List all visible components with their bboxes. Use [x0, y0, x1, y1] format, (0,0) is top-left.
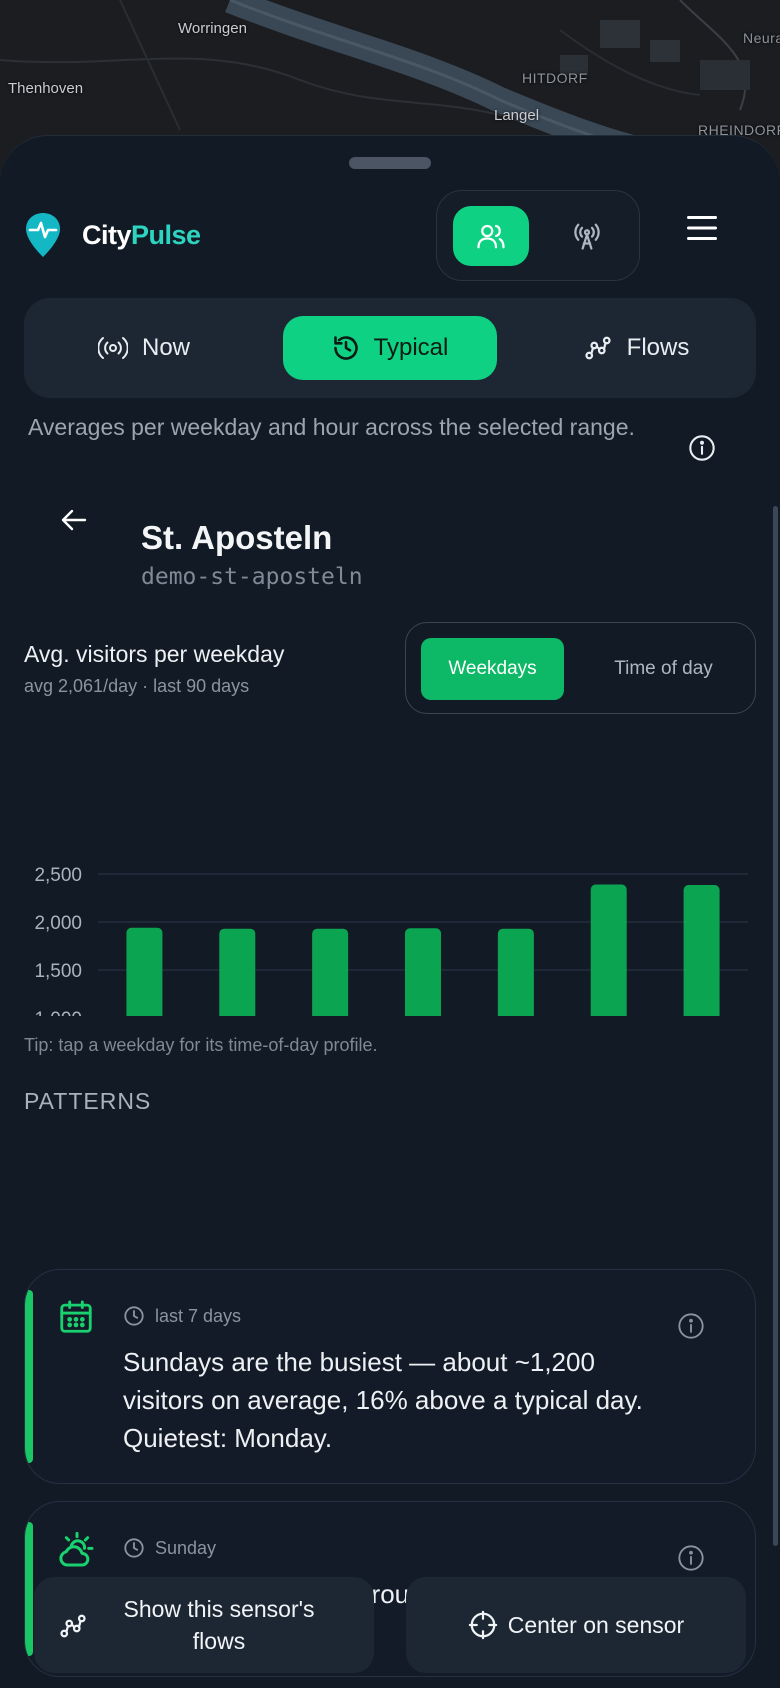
sheet-drag-handle[interactable]: [349, 157, 431, 169]
bottom-sheet: CityPulse Now Typical: [0, 135, 780, 1688]
pattern-card-icon: [57, 1530, 97, 1575]
pin-pulse-icon: [26, 213, 60, 257]
info-button[interactable]: [688, 434, 716, 467]
view-tabs: Now Typical Flows: [24, 298, 756, 398]
menu-button[interactable]: [680, 206, 724, 250]
pattern-card-meta: last 7 days: [123, 1305, 241, 1327]
crosshair-icon: [468, 1610, 498, 1640]
back-button[interactable]: [52, 498, 96, 542]
show-sensor-flows-label: Show this sensor's flows: [123, 1596, 315, 1654]
pattern-card-icon: [57, 1298, 95, 1341]
pattern-info-button[interactable]: [677, 1544, 705, 1577]
view-description: Averages per weekday and hour across the…: [28, 414, 635, 440]
pattern-card-meta-text: last 7 days: [155, 1305, 242, 1326]
chart-bar-sa[interactable]: [590, 884, 627, 1016]
tab-now[interactable]: Now: [44, 316, 244, 380]
map-label-worringen: Worringen: [178, 20, 247, 37]
people-mode-button[interactable]: [453, 206, 529, 266]
chart-y-tick-label: 2,000: [34, 913, 82, 934]
clock-icon: [124, 1306, 144, 1326]
pattern-card-meta: Sunday: [123, 1537, 216, 1559]
people-icon: [477, 224, 505, 249]
map-label-rheindorf: RHEINDORF: [698, 122, 780, 138]
chart-y-tick-label: 2,500: [34, 865, 82, 886]
chart-title: Avg. visitors per weekday: [24, 641, 285, 667]
info-icon: [678, 1545, 704, 1571]
route-icon: [585, 336, 611, 360]
brand-name-part1: City: [82, 219, 132, 250]
route-icon: [60, 1614, 86, 1638]
sensor-id: demo-st-aposteln: [141, 564, 363, 590]
antenna-icon: [574, 223, 600, 250]
sensor-mode-button[interactable]: [549, 206, 625, 266]
chart-y-tick-label: 1,000: [34, 1009, 82, 1016]
history-icon: [333, 336, 358, 360]
pattern-card[interactable]: last 7 days Sundays are the busiest — ab…: [24, 1269, 756, 1484]
sun-cloud-icon: [59, 1531, 94, 1567]
chart-bar-do[interactable]: [405, 928, 441, 1016]
info-icon: [689, 435, 715, 461]
pattern-card-accent: [25, 1290, 33, 1463]
center-on-sensor-button[interactable]: Center on sensor: [406, 1577, 746, 1673]
weekdays-button[interactable]: Weekdays: [421, 638, 564, 700]
chart-bar-di[interactable]: [219, 928, 256, 1016]
patterns-heading: PATTERNS: [24, 1088, 152, 1114]
calendar-icon: [60, 1300, 92, 1333]
pattern-card-meta-text: Sunday: [155, 1537, 217, 1558]
map-label-langel: Langel: [494, 107, 540, 124]
tab-now-label: Now: [141, 334, 190, 361]
chart-bar-mi[interactable]: [312, 928, 349, 1016]
arrow-left-icon: [61, 509, 87, 531]
tab-typical[interactable]: Typical: [283, 316, 497, 380]
scrollbar[interactable]: [773, 506, 778, 1546]
mode-toggle: [436, 190, 640, 281]
map-label-hitdorf: HITDORF: [522, 70, 588, 86]
tab-flows-label: Flows: [626, 334, 690, 361]
clock-icon: [124, 1538, 144, 1558]
pattern-info-button[interactable]: [677, 1312, 705, 1345]
broadcast-icon: [97, 337, 128, 359]
app-logo: CityPulse: [24, 211, 201, 259]
tab-typical-label: Typical: [373, 334, 449, 361]
pattern-card-accent: [25, 1522, 33, 1656]
chart-y-tick-label: 1,500: [34, 961, 82, 982]
brand-name-part2: Pulse: [131, 219, 201, 250]
chart-bar-so[interactable]: [683, 885, 720, 1016]
pattern-card-text: Sundays are the busiest — about ~1,200 v…: [123, 1347, 643, 1453]
show-sensor-flows-button[interactable]: Show this sensor's flows: [34, 1577, 374, 1673]
chart-tip: Tip: tap a weekday for its time-of-day p…: [24, 1035, 378, 1055]
chart-subtitle: avg 2,061/day · last 90 days: [24, 676, 250, 696]
map-label-thenhoven: Thenhoven: [8, 80, 84, 97]
sensor-name: St. Aposteln: [141, 519, 333, 556]
center-on-sensor-label: Center on sensor: [507, 1611, 685, 1638]
chart-view-toggle: Weekdays Time of day: [405, 622, 756, 714]
time-of-day-button[interactable]: Time of day: [614, 658, 713, 679]
brand-name: CityPulse: [82, 220, 201, 251]
chart-bar-mo[interactable]: [126, 927, 163, 1016]
tab-flows[interactable]: Flows: [533, 316, 739, 380]
map-label-neura: Neura: [743, 30, 780, 46]
chart-bar-fr[interactable]: [497, 928, 534, 1016]
info-icon: [678, 1313, 704, 1339]
hamburger-menu-icon: [687, 216, 717, 240]
